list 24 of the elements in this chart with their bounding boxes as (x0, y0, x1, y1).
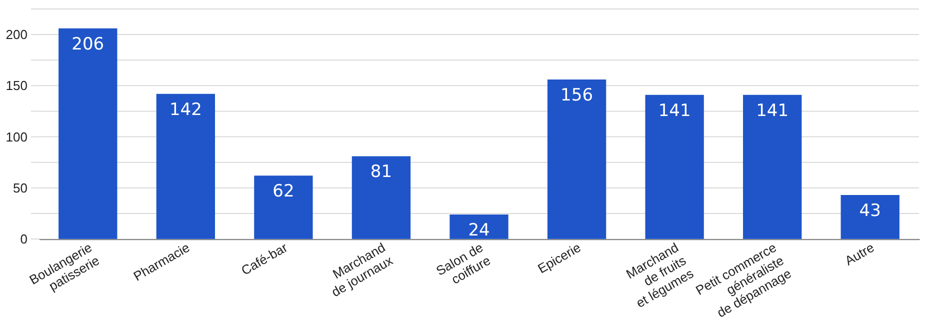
data-label: 24 (468, 220, 490, 240)
data-label: 62 (272, 182, 294, 202)
bar (352, 156, 411, 239)
data-label: 206 (72, 34, 104, 54)
y-tick-label: 200 (6, 27, 28, 42)
x-tick-label: Autre (842, 240, 877, 268)
data-label: 81 (370, 162, 392, 182)
bar (743, 94, 802, 239)
y-tick-label: 100 (6, 129, 28, 144)
y-tick-label: 50 (13, 180, 28, 196)
bar (840, 195, 900, 239)
bar (547, 80, 606, 239)
data-label: 141 (756, 100, 789, 121)
data-label: 141 (658, 100, 691, 121)
y-tick-label: 150 (6, 78, 28, 94)
bar (450, 214, 508, 239)
y-tick-label: 0 (20, 232, 28, 246)
bar (58, 28, 118, 239)
data-label: 156 (560, 86, 594, 106)
bar (156, 94, 215, 239)
data-label: 142 (169, 100, 202, 120)
bar (645, 94, 704, 239)
data-label: 43 (859, 201, 881, 222)
bar (254, 176, 313, 239)
